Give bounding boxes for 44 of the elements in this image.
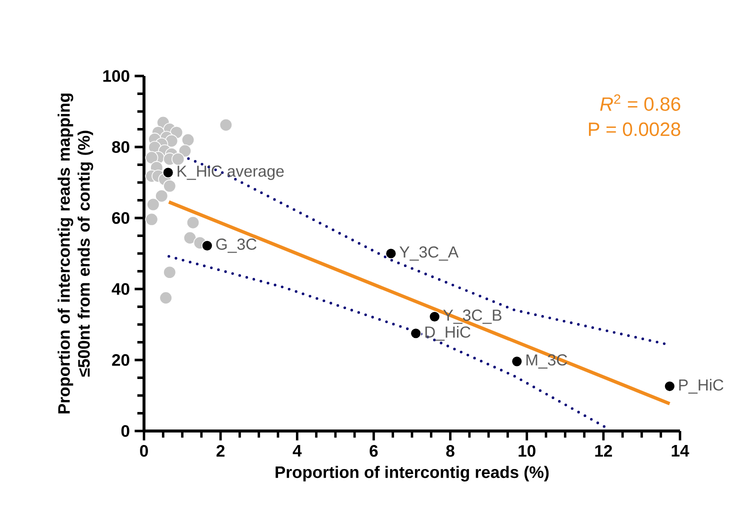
point [163, 266, 176, 279]
y-tick-label: 60 [112, 212, 130, 224]
x-tick-label: 0 [140, 445, 148, 457]
point [181, 133, 195, 146]
point [145, 151, 158, 164]
annotation: M_3C [526, 354, 568, 369]
x-axis-title: Proportion of intercontig reads (%) [276, 466, 549, 482]
annotation: P_HiC [679, 378, 724, 394]
point [178, 144, 192, 158]
point [183, 231, 196, 244]
annotation: Y_3C_A [400, 246, 459, 261]
point [145, 212, 158, 226]
x-tick-label: 10 [518, 445, 536, 457]
point [159, 291, 172, 304]
y-axis-title: Proportion of intercontig reads mapping ≤500nt from ends of contig (%) [58, 94, 94, 414]
y-tick-label: 80 [112, 141, 130, 153]
point [202, 240, 213, 252]
point [146, 198, 160, 212]
point [385, 248, 397, 260]
point [428, 311, 440, 322]
point [163, 180, 176, 193]
point [511, 356, 523, 368]
y-tick-label: 20 [112, 354, 130, 366]
x-tick-label: 14 [672, 445, 690, 456]
annotation: G_3C [216, 238, 256, 253]
y-tick-label: 40 [112, 283, 130, 295]
annotation: K_HiC average [178, 165, 284, 180]
point [172, 152, 185, 166]
point [219, 118, 232, 132]
annotation: D_HiC [425, 326, 470, 341]
x-tick-label: 2 [216, 445, 225, 457]
y-tick-label: 0 [121, 425, 130, 437]
x-tick-label: 12 [595, 445, 612, 457]
point [162, 166, 174, 178]
point [664, 380, 676, 392]
point [155, 189, 168, 203]
point [186, 216, 200, 230]
x-tick-label: 8 [446, 445, 454, 457]
annotation: R$^{2}$ = 0.86 [600, 94, 680, 111]
annotation: P = 0.0028 [588, 122, 680, 136]
y-tick-label: 100 [103, 70, 130, 82]
x-tick-label: 4 [292, 445, 302, 456]
point [410, 328, 422, 339]
x-tick-label: 6 [370, 445, 378, 457]
